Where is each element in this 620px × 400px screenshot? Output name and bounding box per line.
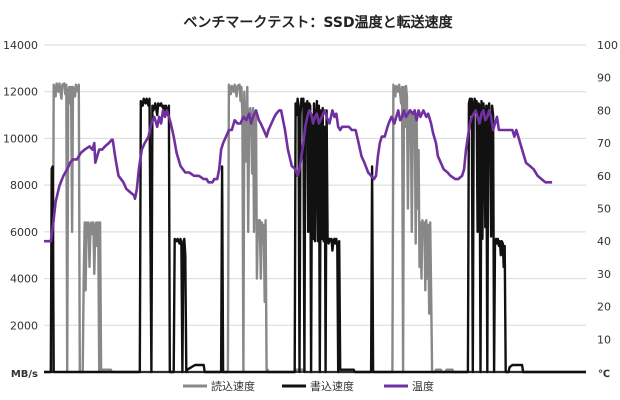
right-tick-label: 10 (597, 333, 611, 346)
left-tick-label: 4000 (10, 273, 38, 286)
right-tick-label: 30 (597, 268, 611, 281)
right-axis-unit-label: ℃ (598, 369, 610, 380)
left-tick-label: 6000 (10, 226, 38, 239)
right-tick-label: 70 (597, 137, 611, 150)
chart-title: ベンチマークテスト：SSD温度と転送速度 (183, 14, 453, 31)
series-line-温度 (44, 109, 553, 243)
left-tick-label: 14000 (3, 39, 38, 52)
series-line-書込速度 (44, 97, 586, 374)
right-tick-label: 80 (597, 104, 611, 117)
series-lines (44, 82, 586, 374)
legend-label: 書込速度 (310, 379, 354, 393)
legend-label: 読込速度 (211, 379, 255, 393)
series-line-読込速度 (44, 82, 586, 374)
legend: 読込速度 書込速度 温度 (183, 379, 434, 393)
right-tick-label: 50 (597, 203, 611, 216)
right-tick-label: 20 (597, 301, 611, 314)
left-tick-label: 2000 (10, 319, 38, 332)
left-tick-label: 10000 (3, 132, 38, 145)
right-tick-label: 40 (597, 235, 611, 248)
left-tick-label: 8000 (10, 179, 38, 192)
left-axis-unit-label: MB/s (11, 369, 38, 380)
left-axis-ticks: 2000 4000 6000 8000 10000 12000 14000 (3, 39, 38, 332)
right-tick-label: 60 (597, 170, 611, 183)
legend-label: 温度 (412, 379, 434, 393)
right-tick-label: 100 (597, 39, 618, 52)
right-axis-ticks: 10 20 30 40 50 60 70 80 90 100 (597, 39, 618, 346)
left-tick-label: 12000 (3, 86, 38, 99)
right-tick-label: 90 (597, 72, 611, 85)
